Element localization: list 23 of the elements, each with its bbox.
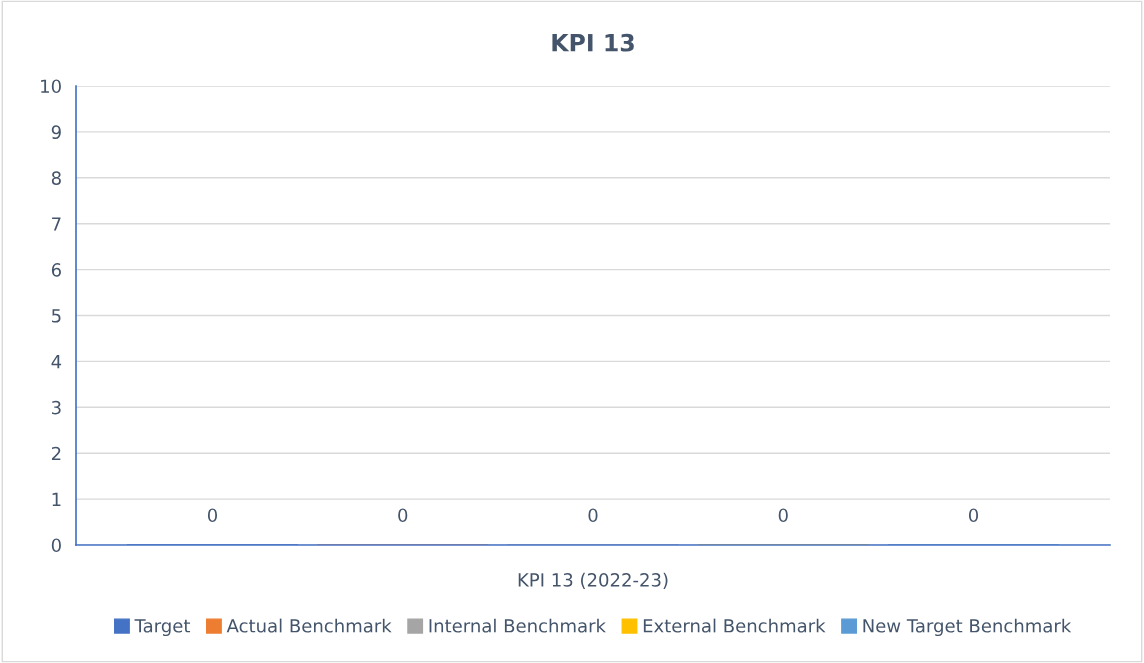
y-tick-label: 6 bbox=[51, 263, 61, 277]
legend-label: External Benchmark bbox=[643, 618, 826, 633]
y-tick-label: 9 bbox=[51, 125, 61, 140]
y-tick-label: 5 bbox=[52, 309, 61, 323]
data-label: 0 bbox=[968, 508, 979, 523]
y-tick-label: 1 bbox=[52, 492, 61, 506]
x-tick-label: KPI 13 (2022-23) bbox=[518, 572, 668, 589]
legend-label: Actual Benchmark bbox=[226, 618, 392, 633]
y-tick-label: 10 bbox=[41, 79, 61, 94]
data-label: 0 bbox=[398, 508, 408, 523]
y-tick-label: 0 bbox=[51, 538, 61, 553]
chart-title: KPI 13 bbox=[552, 33, 634, 52]
legend-label: Target bbox=[134, 619, 191, 637]
y-tick-label: 3 bbox=[52, 400, 61, 415]
data-label: 0 bbox=[588, 508, 598, 523]
y-tick-label: 2 bbox=[51, 446, 61, 461]
data-label: 0 bbox=[778, 508, 788, 523]
y-tick-label: 8 bbox=[51, 171, 61, 185]
y-tick-label: 4 bbox=[51, 355, 62, 369]
data-label: 0 bbox=[207, 508, 218, 523]
legend-label: New Target Benchmark bbox=[863, 618, 1072, 637]
legend-label: Internal Benchmark bbox=[429, 618, 606, 633]
y-tick-label: 7 bbox=[52, 217, 61, 231]
